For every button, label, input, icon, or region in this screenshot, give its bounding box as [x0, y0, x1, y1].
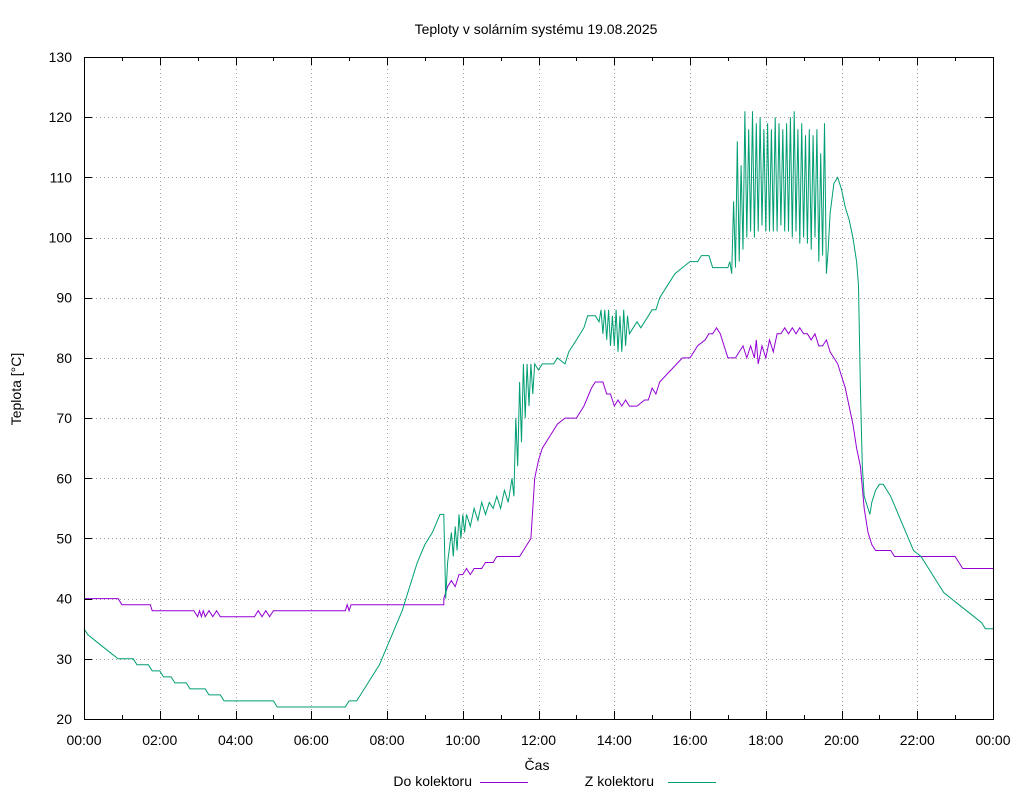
y-tick-label: 30 — [56, 651, 72, 667]
y-tick-label: 70 — [56, 410, 72, 426]
x-tick-label: 06:00 — [294, 732, 329, 748]
y-tick-label: 40 — [56, 591, 72, 607]
series-lines — [83, 111, 993, 708]
axis-ticks: 20 30 40 50 60 70 80 90 100 110 120 130 00:00 02:00 04… — [49, 49, 1011, 748]
x-tick-label: 10:00 — [445, 732, 480, 748]
y-axis-label: Teplota [°C] — [8, 353, 24, 426]
y-tick-label: 50 — [56, 530, 72, 546]
x-tick-label: 00:00 — [975, 732, 1010, 748]
y-tick-label: 20 — [56, 711, 72, 727]
y-tick-label: 80 — [56, 350, 72, 366]
x-tick-label: 02:00 — [142, 732, 177, 748]
x-tick-label: 04:00 — [218, 732, 253, 748]
x-tick-label: 08:00 — [369, 732, 404, 748]
x-tick-label: 20:00 — [824, 732, 859, 748]
x-tick-label: 18:00 — [748, 732, 783, 748]
legend-label: Z kolektoru — [585, 773, 654, 789]
series-line-2 — [83, 111, 993, 708]
x-axis-label: Čas — [525, 757, 550, 773]
x-tick-label: 12:00 — [521, 732, 556, 748]
y-tick-label: 90 — [56, 290, 72, 306]
y-tick-label: 110 — [50, 169, 73, 185]
y-tick-label: 120 — [49, 109, 73, 125]
x-tick-label: 16:00 — [672, 732, 707, 748]
chart-title: Teploty v solárním systému 19.08.2025 — [415, 21, 658, 37]
y-tick-label: 100 — [49, 230, 73, 246]
grid — [84, 57, 993, 719]
x-tick-label: 00:00 — [66, 732, 101, 748]
series-line-1 — [84, 326, 993, 619]
plot-frame — [84, 57, 994, 720]
legend-label: Do kolektoru — [393, 773, 472, 789]
y-tick-label: 130 — [49, 49, 73, 65]
x-tick-label: 22:00 — [900, 732, 935, 748]
y-tick-label: 60 — [56, 470, 72, 486]
x-tick-label: 14:00 — [597, 732, 632, 748]
legend: Do kolektoru Z kolektoru — [393, 773, 716, 789]
